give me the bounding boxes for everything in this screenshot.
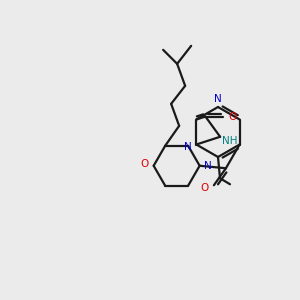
- Text: O: O: [140, 159, 149, 169]
- Text: N: N: [184, 142, 192, 152]
- Text: O: O: [228, 112, 237, 122]
- Text: N: N: [204, 161, 212, 171]
- Text: O: O: [201, 183, 209, 193]
- Text: N: N: [214, 94, 222, 104]
- Text: NH: NH: [222, 136, 238, 146]
